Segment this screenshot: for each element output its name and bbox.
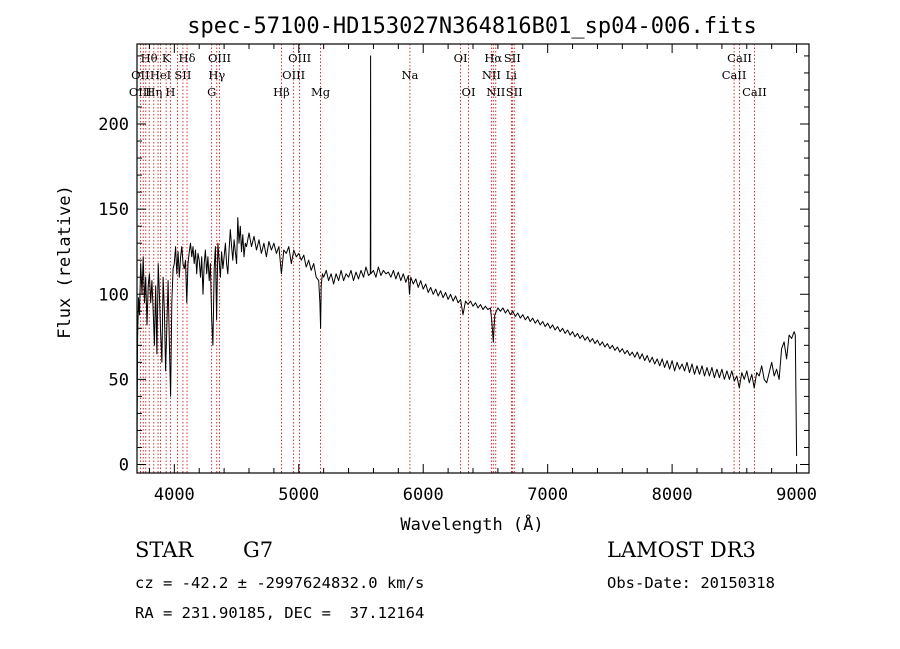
line-label-24: OI bbox=[462, 85, 476, 99]
line-label-23: Mg bbox=[311, 85, 331, 99]
line-label-9: OII bbox=[131, 68, 150, 82]
line-label-3: OIII bbox=[208, 51, 231, 65]
line-label-17: CaII bbox=[722, 68, 747, 82]
x-tick-label: 5000 bbox=[278, 485, 319, 505]
y-tick-label: 50 bbox=[109, 370, 129, 390]
line-label-16: Li bbox=[506, 68, 518, 82]
obs-date: Obs-Date: 20150318 bbox=[607, 574, 775, 592]
line-label-10: HeI bbox=[150, 68, 171, 82]
x-tick-label: 8000 bbox=[652, 485, 693, 505]
y-tick-label: 100 bbox=[98, 285, 129, 305]
object-subclass: G7 bbox=[243, 538, 274, 562]
line-label-26: SII bbox=[506, 85, 523, 99]
x-tick-label: 6000 bbox=[403, 485, 444, 505]
line-label-25: NII bbox=[486, 85, 505, 99]
line-label-1: K bbox=[162, 51, 171, 65]
line-label-4: OIII bbox=[288, 51, 311, 65]
line-label-18: OIII bbox=[129, 85, 152, 99]
redshift-text: cz = -42.2 ± -2997624832.0 km/s bbox=[135, 574, 425, 592]
survey-name: LAMOST DR3 bbox=[607, 538, 756, 562]
y-axis-ticks: 0 50 100 150 200 bbox=[98, 55, 809, 475]
flux-series bbox=[136, 55, 798, 457]
x-tick-label: 4000 bbox=[154, 485, 195, 505]
line-label-21: G bbox=[207, 85, 216, 99]
object-class: STAR bbox=[135, 538, 194, 562]
line-label-2: Hδ bbox=[179, 51, 196, 65]
y-tick-label: 0 bbox=[119, 455, 129, 475]
y-axis-label: Flux (relative) bbox=[55, 185, 75, 339]
y-tick-label: 150 bbox=[98, 200, 129, 220]
line-label-22: Hβ bbox=[273, 85, 290, 99]
chart-title: spec-57100-HD153027N364816B01_sp04-006.f… bbox=[187, 14, 757, 39]
x-tick-label: 7000 bbox=[527, 485, 568, 505]
x-tick-label: 9000 bbox=[776, 485, 817, 505]
line-label-27: CaII bbox=[742, 85, 767, 99]
line-label-14: Na bbox=[401, 68, 418, 82]
y-tick-label: 200 bbox=[98, 115, 129, 135]
line-label-19: Hη bbox=[145, 85, 162, 99]
coordinates: RA = 231.90185, DEC = 37.12164 bbox=[135, 604, 425, 622]
line-label-15: NII bbox=[482, 68, 501, 82]
line-label-8: CaII bbox=[727, 51, 752, 65]
x-axis-ticks: 4000 5000 6000 7000 8000 9000 bbox=[148, 44, 817, 505]
line-label-0: Hθ bbox=[141, 51, 158, 65]
line-label-11: SII bbox=[174, 68, 191, 82]
line-label-5: OI bbox=[454, 51, 468, 65]
line-label-7: SII bbox=[504, 51, 521, 65]
line-label-13: OIII bbox=[282, 68, 305, 82]
x-axis-label: Wavelength (Å) bbox=[400, 513, 543, 535]
line-label-12: Hγ bbox=[208, 68, 225, 82]
line-label-6: Hα bbox=[484, 51, 502, 65]
plot-frame bbox=[136, 43, 810, 474]
series-line-flux bbox=[136, 55, 798, 457]
line-label-20: H bbox=[165, 85, 175, 99]
